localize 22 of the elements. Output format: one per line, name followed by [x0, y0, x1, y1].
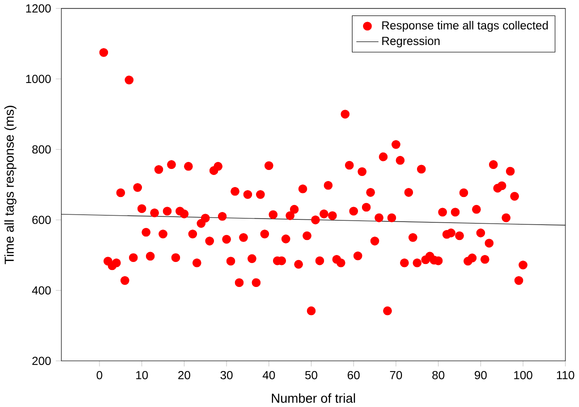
- x-tick-label: 60: [348, 370, 360, 380]
- y-tick-label: 800: [32, 145, 51, 154]
- x-tick-label: 40: [262, 370, 275, 380]
- y-axis-title: Time all tags response (ms): [4, 106, 16, 264]
- x-axis-title: Number of trial: [272, 393, 355, 403]
- y-tick-label: 600: [32, 216, 51, 224]
- x-tick-label: 110: [556, 370, 574, 380]
- y-tick-label: 200: [32, 356, 51, 365]
- x-tick-label: 90: [474, 370, 487, 380]
- x-tick-label: 10: [136, 370, 148, 380]
- x-tick-label: 20: [178, 370, 190, 380]
- x-tick-label: 100: [514, 370, 532, 380]
- legend-label: Response time all tags collected: [382, 20, 548, 32]
- x-tick-label: 0: [96, 370, 102, 380]
- x-tick-label: 70: [390, 370, 402, 380]
- legend-label: Regression: [382, 36, 440, 48]
- x-tick-label: 50: [305, 370, 318, 380]
- x-tick-label: 80: [432, 370, 444, 380]
- y-tick-label: 400: [32, 286, 51, 294]
- y-tick-label: 1200: [26, 4, 51, 12]
- y-tick-label: 1000: [26, 74, 51, 83]
- x-tick-label: 30: [220, 370, 233, 380]
